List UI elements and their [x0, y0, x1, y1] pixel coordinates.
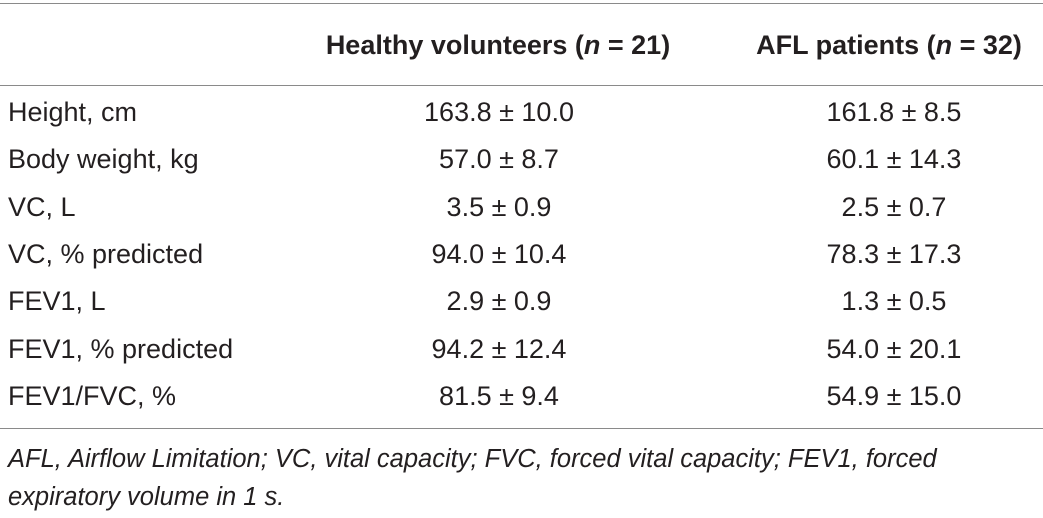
table-header-rule [0, 85, 1043, 86]
healthy-value: 94.2 ± 12.4 [431, 334, 567, 364]
healthy-value: 3.5 ± 0.9 [446, 192, 552, 222]
table-footnote: AFL, Airflow Limitation; VC, vital capac… [8, 445, 937, 511]
header-healthy-volunteers: Healthy volunteers (n = 21) [325, 30, 671, 60]
healthy-value: 163.8 ± 10.0 [424, 97, 574, 127]
table-row: FEV1, L 2.9 ± 0.9 1.3 ± 0.5 [0, 278, 1043, 325]
row-label: Body weight, kg [8, 144, 199, 174]
table-row: FEV1, % predicted 94.2 ± 12.4 54.0 ± 20.… [0, 326, 1043, 373]
row-label: Height, cm [8, 97, 138, 127]
table-row: VC, L 3.5 ± 0.9 2.5 ± 0.7 [0, 184, 1043, 231]
healthy-value: 2.9 ± 0.9 [446, 286, 552, 316]
row-label: VC, L [8, 192, 76, 222]
row-label: VC, % predicted [8, 239, 204, 269]
afl-value: 60.1 ± 14.3 [826, 144, 962, 174]
afl-value: 161.8 ± 8.5 [826, 97, 962, 127]
table-bottom-rule [0, 428, 1043, 429]
afl-value: 78.3 ± 17.3 [826, 239, 962, 269]
healthy-value: 81.5 ± 9.4 [439, 381, 559, 411]
afl-value: 2.5 ± 0.7 [841, 192, 947, 222]
table-row: Body weight, kg 57.0 ± 8.7 60.1 ± 14.3 [0, 136, 1043, 183]
header-afl-patients: AFL patients (n = 32) [756, 30, 1022, 60]
afl-value: 54.0 ± 20.1 [826, 334, 962, 364]
table-row: Height, cm 163.8 ± 10.0 161.8 ± 8.5 [0, 89, 1043, 136]
row-label: FEV1/FVC, % [8, 381, 177, 411]
healthy-value: 57.0 ± 8.7 [439, 144, 559, 174]
table-row: VC, % predicted 94.0 ± 10.4 78.3 ± 17.3 [0, 231, 1043, 278]
table-row: FEV1/FVC, % 81.5 ± 9.4 54.9 ± 15.0 [0, 373, 1043, 420]
table-top-rule [0, 3, 1043, 4]
row-label: FEV1, % predicted [8, 334, 234, 364]
healthy-value: 94.0 ± 10.4 [431, 239, 567, 269]
afl-value: 54.9 ± 15.0 [826, 381, 962, 411]
row-label: FEV1, L [8, 286, 106, 316]
afl-value: 1.3 ± 0.5 [841, 286, 947, 316]
